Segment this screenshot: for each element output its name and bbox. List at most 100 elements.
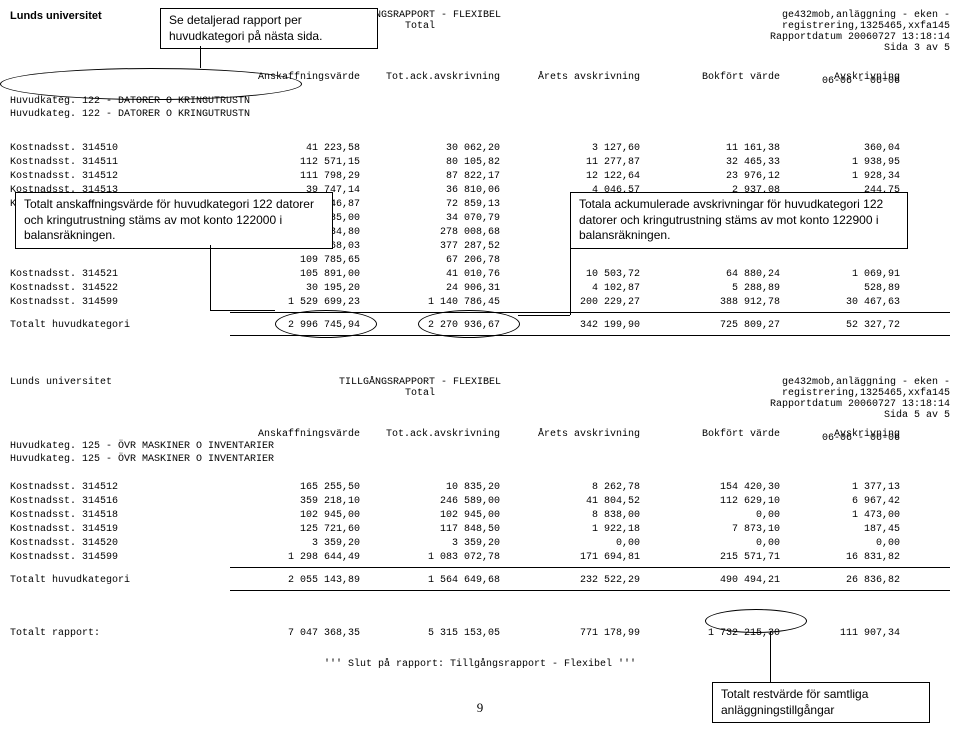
table-cell: 112 571,15 [230,157,360,168]
hdr-1-3: Årets avskrivning [500,72,640,83]
total-row-2: Totalt huvudkategori2 055 143,891 564 64… [10,575,950,586]
table-cell [10,255,230,266]
total-cell: 5 315 153,05 [360,628,500,639]
table-cell: 278 008,68 [360,227,500,238]
table-cell [780,255,900,266]
callout-left-text: Totalt anskaffningsvärde för huvudkatego… [24,197,314,242]
table-cell: 109 785,65 [230,255,360,266]
total-cell: Totalt huvudkategori [10,575,230,586]
oval-total-1 [275,310,377,338]
table-row: Kostnadsst. 3145203 359,203 359,200,000,… [10,538,950,549]
table-cell: 377 287,52 [360,241,500,252]
meta2-line-3: Sida 5 av 5 [650,410,950,421]
table-cell: 102 945,00 [230,510,360,521]
table-cell: 0,00 [780,538,900,549]
table-row: Kostnadsst. 314519125 721,60117 848,501 … [10,524,950,535]
hdr-1-1: Anskaffningsvärde [230,72,360,83]
table-row: Kostnadsst. 314511112 571,1580 105,8211 … [10,157,950,168]
table-cell: 72 859,13 [360,199,500,210]
table-cell: 360,04 [780,143,900,154]
table-cell: 7 873,10 [640,524,780,535]
category-line-2a: Huvudkateg. 125 - ÖVR MASKINER O INVENTA… [10,441,950,452]
callout-top-text: Se detaljerad rapport per huvudkategori … [169,13,322,43]
table-cell: 32 465,33 [640,157,780,168]
table-cell: 528,89 [780,283,900,294]
table-cell: 0,00 [640,538,780,549]
callout-top: Se detaljerad rapport per huvudkategori … [160,8,378,49]
table-cell: 1 928,34 [780,171,900,182]
table-cell: 11 161,38 [640,143,780,154]
table-cell: 41 010,76 [360,269,500,280]
hdr-2-2: Tot.ack.avskrivning [360,429,500,440]
table-cell: 171 694,81 [500,552,640,563]
hdr-1-2: Tot.ack.avskrivning [360,72,500,83]
org-name-2: Lunds universitet [10,377,190,388]
connector-right-h [518,315,570,316]
table-cell: 3 359,20 [230,538,360,549]
table-cell: 30 467,63 [780,297,900,308]
total-cell: 52 327,72 [780,320,900,331]
meta-line-2: Rapportdatum 20060727 13:18:14 [650,32,950,43]
table-cell: Kostnadsst. 314510 [10,143,230,154]
hdr-2-3: Årets avskrivning [500,429,640,440]
table-cell: Kostnadsst. 314519 [10,524,230,535]
meta-1: ge432mob,anläggning - eken - registrerin… [650,10,950,54]
table-cell: Kostnadsst. 314520 [10,538,230,549]
table-cell: 1 083 072,78 [360,552,500,563]
table-cell: 187,45 [780,524,900,535]
table-cell: Kostnadsst. 314518 [10,510,230,521]
category-line-2b: Huvudkateg. 125 - ÖVR MASKINER O INVENTA… [10,454,950,465]
oval-total-2 [418,310,520,338]
meta2-line-2: Rapportdatum 20060727 13:18:14 [650,399,950,410]
table-cell: 30 062,20 [360,143,500,154]
table-cell: 0,00 [640,510,780,521]
oval-grand-total [705,609,807,633]
table-cell: 41 223,58 [230,143,360,154]
column-headers-1: Anskaffningsvärde Tot.ack.avskrivning År… [10,72,950,83]
connector-line-top [200,46,202,68]
table-row: 109 785,6567 206,78 [10,255,950,266]
total-cell: 26 836,82 [780,575,900,586]
table-cell: 34 070,79 [360,213,500,224]
table-cell: 67 206,78 [360,255,500,266]
table-row: Kostnadsst. 3145991 298 644,491 083 072,… [10,552,950,563]
meta2-line-1: ge432mob,anläggning - eken - registrerin… [650,377,950,399]
table-cell: 359 218,10 [230,496,360,507]
total-cell: Totalt huvudkategori [10,320,230,331]
table-cell: 1 298 644,49 [230,552,360,563]
table-cell: 112 629,10 [640,496,780,507]
total-cell: 2 055 143,89 [230,575,360,586]
hdr-2-1: Anskaffningsvärde [230,429,360,440]
table-cell: 12 122,64 [500,171,640,182]
report-section-1: Lunds universitet TILLGÅNGSRAPPORT - FLE… [10,10,950,337]
total-cell: 1 564 649,68 [360,575,500,586]
table-cell: 0,00 [500,538,640,549]
hdr-1-4: Bokfört värde [640,72,780,83]
table-cell: 1 069,91 [780,269,900,280]
hdr-2-4: Bokfört värde [640,429,780,440]
table-cell: 10 835,20 [360,482,500,493]
table-cell: 246 589,00 [360,496,500,507]
table-cell: 80 105,82 [360,157,500,168]
total-cell: 490 494,21 [640,575,780,586]
table-cell: 388 912,78 [640,297,780,308]
table-cell: 11 277,87 [500,157,640,168]
table-cell: 5 288,89 [640,283,780,294]
title-2: TILLGÅNGSRAPPORT - FLEXIBEL [190,377,650,388]
report-title-2: TILLGÅNGSRAPPORT - FLEXIBEL Total [190,377,650,399]
column-headers-2: Anskaffningsvärde Tot.ack.avskrivning År… [10,429,950,440]
total-cell: 232 522,29 [500,575,640,586]
table-cell: 3 127,60 [500,143,640,154]
table-cell: 36 810,06 [360,185,500,196]
subtitle-2: Total [190,388,650,399]
total-cell: 342 199,90 [500,320,640,331]
callout-bottom-text: Totalt restvärde för samtliga anläggning… [721,687,868,717]
callout-right-text: Totala ackumulerade avskrivningar för hu… [579,197,883,242]
table-cell: 1 140 786,45 [360,297,500,308]
header-row-1: Lunds universitet TILLGÅNGSRAPPORT - FLE… [10,10,950,54]
table-cell: 215 571,71 [640,552,780,563]
table-cell: Kostnadsst. 314599 [10,552,230,563]
table-cell: 1 938,95 [780,157,900,168]
table-cell: 105 891,00 [230,269,360,280]
table-cell: 117 848,50 [360,524,500,535]
